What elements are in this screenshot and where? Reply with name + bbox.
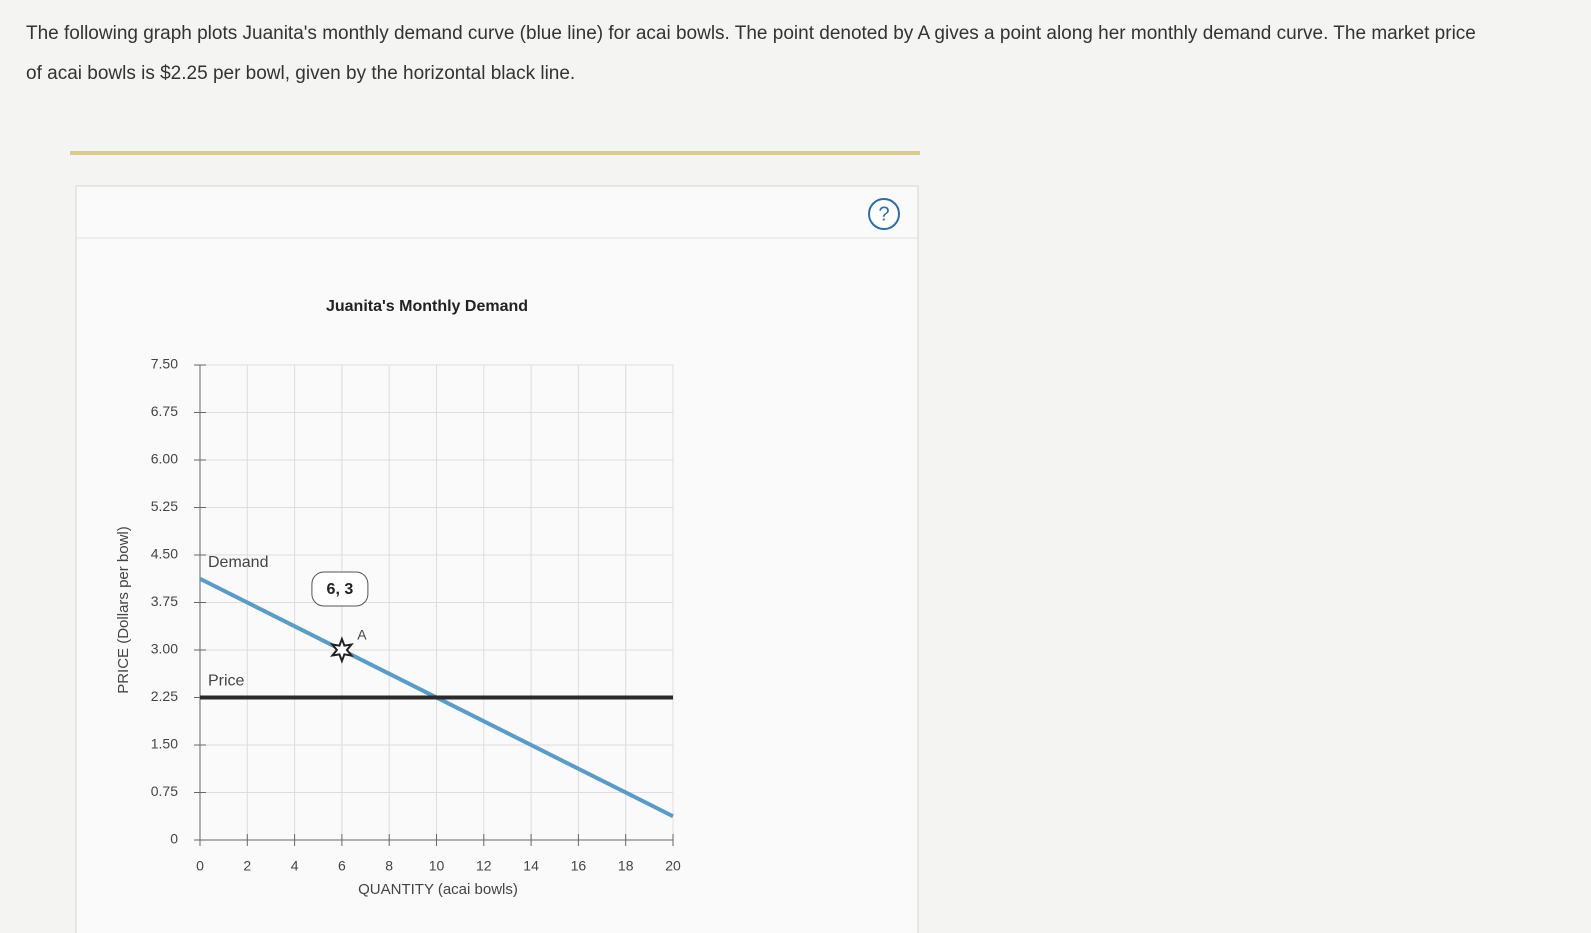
help-button[interactable]: [868, 198, 900, 230]
y-tick-label: 7.50: [151, 356, 178, 372]
y-tick-label: 1.50: [151, 736, 178, 752]
x-tick-label: 4: [291, 858, 299, 874]
y-tick-label: 2.25: [151, 688, 178, 704]
series-label: Price: [208, 673, 245, 690]
x-tick-label: 0: [196, 858, 204, 874]
x-tick-label: 18: [618, 858, 634, 874]
point-marker: [329, 636, 354, 664]
y-tick-label: 6.75: [151, 403, 178, 419]
x-tick-label: 8: [385, 858, 393, 874]
y-tick-label: 3.00: [151, 641, 178, 657]
x-tick-label: 2: [243, 858, 251, 874]
y-tick-label: 0: [170, 831, 178, 847]
point-tooltip: [311, 571, 369, 607]
help-icon[interactable]: ?: [878, 203, 889, 225]
x-tick-label: 10: [429, 858, 445, 874]
x-tick-label: 6: [338, 858, 346, 874]
point-value-label: 6, 3: [327, 581, 354, 598]
chart-title: Juanita's Monthly Demand: [326, 298, 528, 315]
x-tick-label: 16: [571, 858, 587, 874]
intro-text: The following graph plots Juanita's mont…: [26, 23, 1476, 84]
x-tick-label: 12: [476, 858, 492, 874]
series-label: Demand: [208, 554, 268, 571]
y-tick-label: 4.50: [151, 546, 178, 562]
y-tick-label: 5.25: [151, 498, 178, 514]
point-name: A: [357, 627, 367, 643]
graph-panel: [75, 185, 919, 933]
x-tick-label: 20: [665, 858, 681, 874]
y-axis-label: PRICE (Dollars per bowl): [115, 526, 132, 694]
x-axis-label: QUANTITY (acai bowls): [358, 881, 518, 898]
x-tick-label: 14: [523, 858, 539, 874]
y-tick-label: 0.75: [151, 783, 178, 799]
y-tick-label: 3.75: [151, 593, 178, 609]
y-tick-label: 6.00: [151, 451, 178, 467]
